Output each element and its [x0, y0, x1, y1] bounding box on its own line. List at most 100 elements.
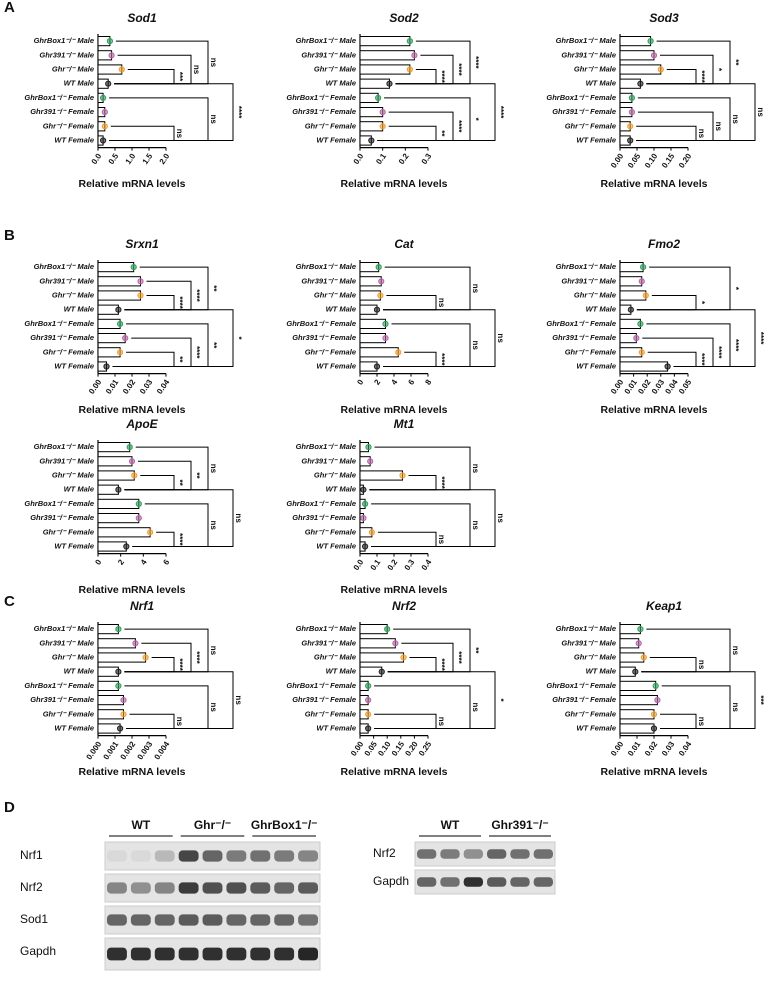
chart-title: Cat [394, 237, 414, 251]
category-label: WT Male [586, 79, 616, 88]
category-label: Ghr391⁻/⁻ Male [301, 276, 356, 285]
bar [619, 723, 655, 734]
category-label: GhrBox1⁻/⁻ Male [34, 442, 94, 451]
category-label: WT Female [316, 723, 356, 732]
blot-band [202, 947, 223, 961]
dot [362, 500, 369, 507]
category-label: WT Female [54, 361, 94, 370]
significance-bracket [383, 323, 471, 367]
panel-label: B [4, 227, 15, 244]
significance-label: **** [192, 346, 201, 359]
significance-bracket [132, 503, 209, 547]
bar [97, 262, 135, 273]
category-label: GhrBox1⁻/⁻ Male [34, 624, 94, 633]
x-axis-label: Relative mRNA levels [79, 584, 186, 596]
significance-label: ns [234, 513, 243, 523]
dot [130, 264, 137, 271]
category-label: WT Male [64, 305, 94, 314]
bar [359, 36, 411, 47]
x-axis-label: Relative mRNA levels [79, 178, 186, 190]
x-tick-label: 1.0 [124, 151, 138, 166]
significance-bracket [636, 125, 697, 141]
bar [97, 333, 126, 344]
blot-band [274, 947, 295, 961]
category-label: Ghr391⁻/⁻ Male [301, 50, 356, 59]
dot [379, 123, 386, 130]
dot [132, 640, 139, 647]
bar [97, 347, 121, 358]
blot-band [226, 914, 247, 926]
category-label: GhrBox1⁻/⁻ Male [34, 36, 94, 45]
category-label: Ghr391⁻/⁻ Female [292, 107, 356, 116]
x-axis-label: Relative mRNA levels [341, 404, 448, 416]
category-label: WT Female [576, 723, 616, 732]
category-label: WT Male [64, 667, 94, 676]
blot-band [463, 877, 483, 887]
significance-label: ** [192, 472, 201, 479]
significance-bracket [371, 503, 471, 547]
dot [638, 278, 645, 285]
x-axis-label: Relative mRNA levels [79, 766, 186, 778]
category-label: Ghr391⁻/⁻ Female [30, 333, 94, 342]
significance-bracket [109, 83, 234, 141]
dot [360, 515, 367, 522]
category-label: Ghr⁻/⁻ Male [52, 470, 94, 479]
bar [97, 527, 151, 538]
significance-bracket [383, 309, 496, 367]
blot-group-label: Ghr⁻/⁻ [194, 818, 231, 832]
significance-label: ** [731, 59, 740, 66]
significance-label: ** [471, 647, 480, 654]
significance-label: **** [437, 658, 446, 671]
significance-label: ns [756, 107, 765, 117]
bar [97, 456, 133, 467]
dot [664, 363, 671, 370]
dot [106, 38, 114, 45]
dot [379, 109, 386, 116]
dot [118, 66, 125, 73]
bar [359, 470, 403, 481]
category-label: Ghr⁻/⁻ Male [314, 470, 356, 479]
bar [359, 318, 386, 329]
x-tick-label: 6 [161, 557, 171, 566]
significance-label: ns [192, 65, 201, 75]
significance-bracket [377, 83, 496, 141]
x-tick-label: 0.04 [663, 377, 680, 395]
x-tick-label: 0.3 [403, 557, 417, 572]
significance-label: ns [437, 298, 446, 308]
blot-row-label: Sod1 [20, 912, 48, 926]
dot [368, 137, 375, 144]
dot [137, 278, 144, 285]
significance-label: **** [454, 120, 463, 133]
blot-band [107, 850, 127, 862]
x-axis-label: Relative mRNA levels [79, 404, 186, 416]
significance-label: ns [697, 660, 706, 670]
chart-title: ApoE [125, 417, 158, 431]
dot [386, 80, 393, 87]
category-label: Ghr391⁻/⁻ Female [292, 695, 356, 704]
dot [105, 80, 112, 87]
dot [137, 292, 144, 299]
significance-bracket [636, 97, 731, 141]
dot [117, 725, 124, 732]
significance-label: **** [471, 56, 480, 69]
category-label: Ghr⁻/⁻ Male [574, 64, 616, 73]
blot-row-label: Nrf2 [373, 846, 396, 860]
bar [97, 64, 123, 75]
chart-title: Sod3 [649, 11, 679, 25]
dot [637, 320, 644, 327]
dot [365, 725, 372, 732]
category-label: Ghr391⁻/⁻ Male [39, 456, 94, 465]
bar [619, 276, 643, 287]
dot [123, 543, 130, 550]
significance-label: *** [175, 72, 184, 82]
category-label: GhrBox1⁻/⁻ Male [556, 36, 616, 45]
dot [382, 335, 389, 342]
dot [406, 38, 413, 45]
significance-bracket [383, 266, 471, 311]
category-label: WT Female [316, 541, 356, 550]
significance-bracket [641, 628, 731, 673]
x-tick-label: 0.00 [609, 151, 626, 169]
category-label: Ghr⁻/⁻ Male [52, 290, 94, 299]
dot [115, 682, 122, 690]
significance-label: **** [756, 332, 765, 345]
